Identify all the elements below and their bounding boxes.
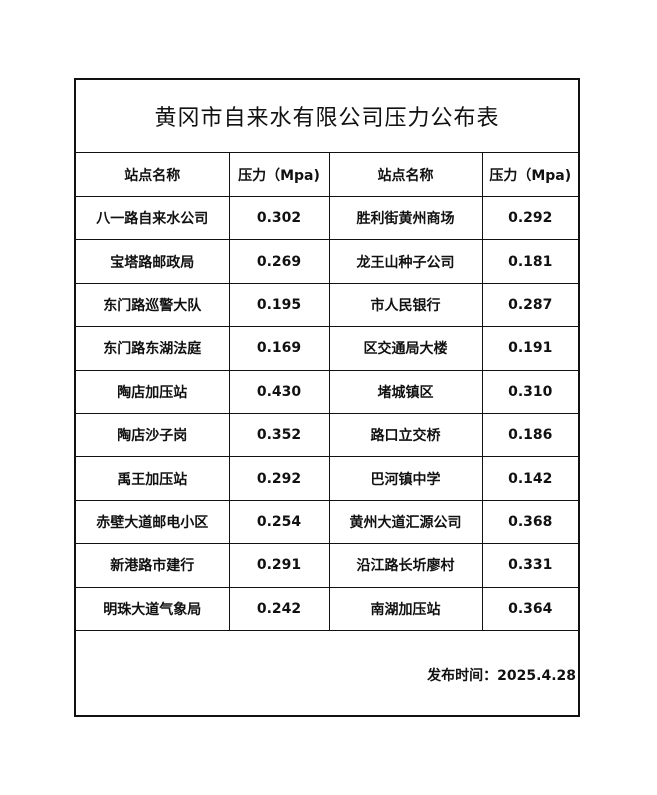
station-name: 明珠大道气象局 — [76, 586, 230, 631]
station-name: 南湖加压站 — [328, 586, 483, 631]
header-station-name: 站点名称 — [328, 153, 483, 197]
pressure-value: 0.186 — [481, 412, 578, 458]
station-name: 黄州大道汇源公司 — [328, 499, 483, 545]
pressure-value: 0.292 — [481, 195, 578, 241]
station-name: 路口立交桥 — [328, 412, 483, 458]
table-row: 宝塔路邮政局 0.269 龙王山种子公司 0.181 — [76, 239, 578, 284]
header-station-name: 站点名称 — [76, 153, 230, 197]
station-name: 堵城镇区 — [328, 369, 483, 414]
pressure-value: 0.292 — [228, 456, 330, 501]
station-name: 区交通局大楼 — [328, 326, 483, 371]
table-row: 东门路巡警大队 0.195 市人民银行 0.287 — [76, 282, 578, 328]
table-row: 东门路东湖法庭 0.169 区交通局大楼 0.191 — [76, 326, 578, 371]
station-name: 龙王山种子公司 — [328, 239, 483, 284]
station-name: 赤壁大道邮电小区 — [76, 499, 230, 545]
footer: 发布时间：2025.4.28 — [76, 629, 578, 715]
pressure-value: 0.191 — [481, 326, 578, 371]
pressure-value: 0.181 — [481, 239, 578, 284]
table-row: 明珠大道气象局 0.242 南湖加压站 0.364 — [76, 586, 578, 631]
table-row: 禹王加压站 0.292 巴河镇中学 0.142 — [76, 456, 578, 501]
station-name: 东门路东湖法庭 — [76, 326, 230, 371]
pressure-value: 0.195 — [228, 282, 330, 328]
table-row: 赤壁大道邮电小区 0.254 黄州大道汇源公司 0.368 — [76, 499, 578, 545]
pressure-table: 站点名称 压力（Mpa) 站点名称 压力（Mpa) 八一路自来水公司 0.302 胜… — [76, 153, 578, 631]
pressure-value: 0.302 — [228, 195, 330, 241]
table-row: 八一路自来水公司 0.302 胜利街黄州商场 0.292 — [76, 195, 578, 241]
pressure-value: 0.364 — [481, 586, 578, 631]
pressure-value: 0.291 — [228, 543, 330, 588]
header-pressure: 压力（Mpa) — [228, 153, 330, 197]
station-name: 沿江路长圻廖村 — [328, 543, 483, 588]
station-name: 八一路自来水公司 — [76, 195, 230, 241]
pressure-table-sheet: 黄冈市自来水有限公司压力公布表 站点名称 压力（Mpa) 站点名称 压力（Mpa… — [74, 78, 580, 717]
station-name: 东门路巡警大队 — [76, 282, 230, 328]
pressure-value: 0.368 — [481, 499, 578, 545]
pressure-value: 0.352 — [228, 412, 330, 458]
station-name: 新港路市建行 — [76, 543, 230, 588]
table-title: 黄冈市自来水有限公司压力公布表 — [76, 80, 578, 153]
pressure-value: 0.269 — [228, 239, 330, 284]
station-name: 宝塔路邮政局 — [76, 239, 230, 284]
pressure-value: 0.169 — [228, 326, 330, 371]
table-row: 陶店沙子岗 0.352 路口立交桥 0.186 — [76, 412, 578, 458]
table-row: 陶店加压站 0.430 堵城镇区 0.310 — [76, 369, 578, 414]
header-row: 站点名称 压力（Mpa) 站点名称 压力（Mpa) — [76, 153, 578, 197]
station-name: 陶店沙子岗 — [76, 412, 230, 458]
pressure-value: 0.430 — [228, 369, 330, 414]
header-pressure: 压力（Mpa) — [481, 153, 578, 197]
station-name: 巴河镇中学 — [328, 456, 483, 501]
pressure-value: 0.242 — [228, 586, 330, 631]
station-name: 陶店加压站 — [76, 369, 230, 414]
station-name: 市人民银行 — [328, 282, 483, 328]
pressure-value: 0.254 — [228, 499, 330, 545]
pressure-value: 0.287 — [481, 282, 578, 328]
station-name: 胜利街黄州商场 — [328, 195, 483, 241]
pressure-value: 0.310 — [481, 369, 578, 414]
pressure-value: 0.331 — [481, 543, 578, 588]
table-row: 新港路市建行 0.291 沿江路长圻廖村 0.331 — [76, 543, 578, 588]
station-name: 禹王加压站 — [76, 456, 230, 501]
publish-time: 发布时间：2025.4.28 — [427, 667, 576, 684]
pressure-value: 0.142 — [481, 456, 578, 501]
